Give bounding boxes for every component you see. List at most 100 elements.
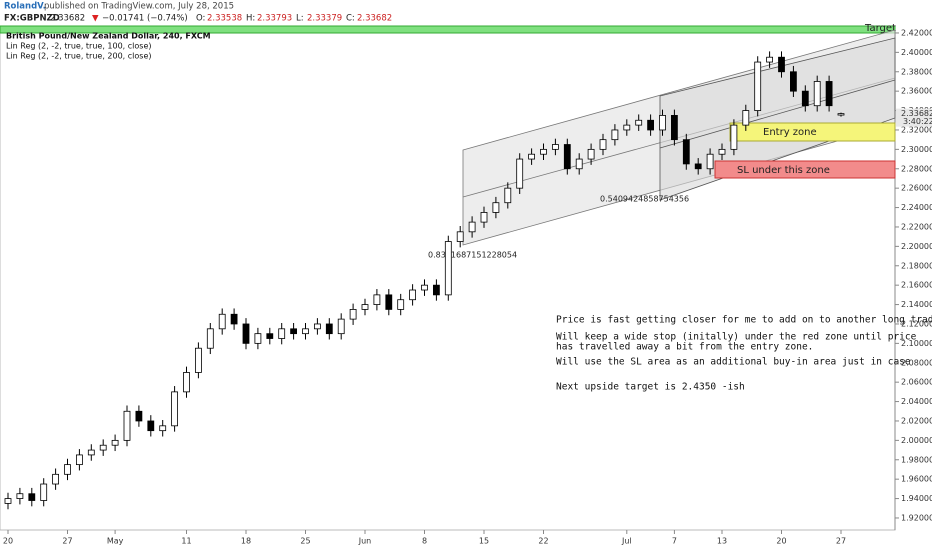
- x-tick-label: Jun: [358, 537, 372, 546]
- note: has travelled away a bit from the entry …: [556, 342, 813, 353]
- candle-body: [540, 148, 547, 155]
- last-price: 2.33682: [50, 14, 85, 24]
- y-tick-label: 2.28000: [901, 164, 932, 173]
- candle-body: [647, 119, 654, 131]
- x-tick-label: 7: [672, 537, 677, 546]
- candle-body: [813, 81, 821, 107]
- quote-value: 2.33793: [257, 14, 292, 24]
- zone-label: SL under this zone: [737, 165, 830, 176]
- candle-body: [766, 56, 773, 63]
- x-tick-label: 25: [300, 537, 310, 546]
- candle-body: [242, 323, 250, 344]
- pearson-label: 0.8301687151228054: [428, 251, 517, 260]
- regression-channel-100: [659, 37, 896, 201]
- candle-body: [385, 294, 393, 310]
- candle-body: [635, 119, 643, 126]
- y-tick-label: 2.36000: [901, 87, 932, 96]
- candle-body: [694, 163, 702, 170]
- change-arrow: ▼: [92, 14, 99, 24]
- candle-body: [468, 221, 476, 233]
- candle-body: [194, 347, 202, 373]
- change: −0.01741 (−0.74%): [102, 14, 188, 24]
- candle-body: [432, 284, 440, 296]
- candle-body: [28, 493, 36, 501]
- note: Will use the SL area as an additional bu…: [556, 357, 911, 368]
- candle-body: [754, 61, 762, 111]
- candle-body: [266, 333, 274, 339]
- candle-body: [444, 241, 452, 296]
- entry-zone: [729, 122, 896, 142]
- candle-body: [623, 124, 631, 131]
- candle-body: [456, 231, 464, 242]
- candle-body: [99, 444, 107, 451]
- candle-body: [302, 328, 309, 335]
- candle-body: [111, 439, 119, 446]
- candle-body: [313, 323, 321, 330]
- y-tick-label: 2.16000: [901, 281, 932, 290]
- y-tick-label: 1.94000: [901, 494, 932, 503]
- price-tag-timer: 3:40:22: [903, 117, 932, 126]
- candle-body: [659, 115, 666, 131]
- candle-body: [563, 144, 571, 170]
- zone-label: Entry zone: [763, 127, 817, 138]
- candle-body: [230, 313, 238, 325]
- author: RolandV.: [4, 2, 46, 12]
- y-tick-label: 2.10000: [901, 339, 932, 348]
- y-tick-label: 1.98000: [901, 455, 932, 464]
- y-tick-label: 2.20000: [901, 242, 932, 251]
- price-tag: [896, 108, 932, 127]
- candle-body: [337, 318, 345, 335]
- published: published on TradingView.com, July 28, 2…: [44, 2, 234, 12]
- candle-body: [718, 148, 726, 155]
- y-tick-label: 1.92000: [901, 513, 932, 522]
- quote-label: H:: [246, 14, 255, 24]
- quote-value: 2.33538: [207, 14, 242, 24]
- quote-label: L:: [296, 14, 304, 24]
- candle-body: [397, 299, 405, 310]
- target-zone: [0, 25, 896, 34]
- candle-body: [552, 144, 559, 150]
- candle-body: [516, 158, 524, 189]
- candle-body: [801, 90, 809, 107]
- candle-body: [135, 410, 143, 422]
- candle-body: [52, 473, 59, 485]
- candle-body: [742, 110, 750, 126]
- legend-entry: Lin Reg (2, -2, true, true, 200, close): [6, 52, 151, 61]
- candle-body: [682, 139, 690, 165]
- candle-body: [528, 153, 535, 160]
- y-tick-label: 2.02000: [901, 416, 932, 425]
- candle-body: [349, 309, 357, 320]
- candle-body: [40, 483, 48, 501]
- sl-zone: [714, 160, 896, 179]
- candle-body: [361, 304, 369, 310]
- x-tick-label: 20: [3, 537, 13, 546]
- y-tick-label: 2.08000: [901, 358, 932, 367]
- y-tick-label: 2.06000: [901, 378, 932, 387]
- candle-body: [171, 391, 179, 427]
- y-tick-label: 2.04000: [901, 397, 932, 406]
- y-tick-label: 2.22000: [901, 222, 932, 231]
- candle-body: [290, 328, 298, 335]
- pearson-label: 0.5409424858754356: [600, 195, 689, 204]
- quote-value: 2.33379: [307, 14, 342, 24]
- candle-body: [409, 289, 417, 301]
- y-tick-label: 2.00000: [901, 436, 932, 445]
- candle-body: [87, 449, 95, 456]
- candle-body: [147, 420, 155, 432]
- candle-body: [123, 410, 131, 441]
- candle-body: [599, 139, 607, 150]
- quote-label: C:: [346, 14, 355, 24]
- x-tick-label: 20: [776, 537, 786, 546]
- candle-body: [16, 493, 24, 499]
- legend-entry: British Pound/New Zealand Dollar, 240, F…: [6, 32, 211, 41]
- candle-body: [206, 328, 214, 349]
- candle-body: [611, 129, 619, 141]
- x-tick-label: 27: [62, 537, 72, 546]
- note: Price is fast getting closer for me to a…: [556, 315, 932, 326]
- candle-body: [790, 71, 797, 92]
- candle-body: [730, 124, 738, 150]
- regression-mid-100: [659, 79, 896, 149]
- x-tick-label: 15: [479, 537, 489, 546]
- quote-value: 2.33682: [357, 14, 392, 24]
